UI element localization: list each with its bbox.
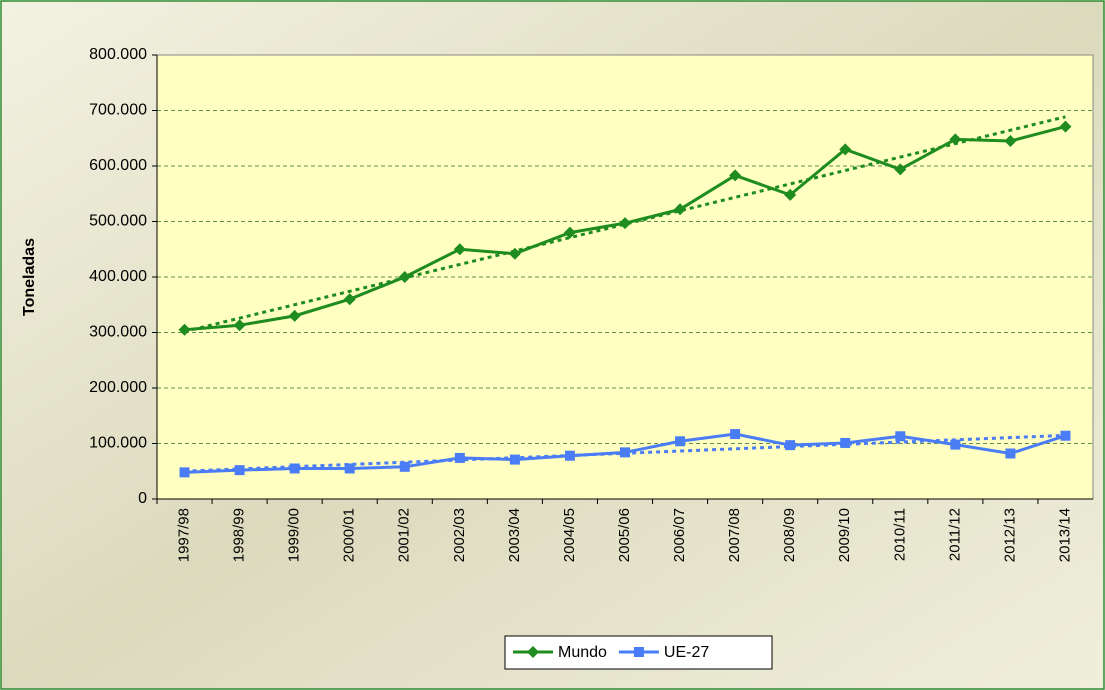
marker	[563, 226, 576, 239]
marker	[895, 431, 906, 442]
marker	[398, 271, 411, 283]
marker	[619, 217, 631, 230]
legend: Mundo UE-27	[504, 635, 773, 670]
marker	[344, 463, 355, 474]
y-tick-label: 700.000	[89, 102, 147, 119]
marker	[179, 467, 190, 478]
x-tick-label: 1997/98	[175, 508, 192, 562]
x-tick-label: 2009/10	[836, 508, 853, 562]
x-tick-label: 1998/99	[231, 508, 248, 562]
marker	[508, 247, 521, 260]
marker	[839, 143, 852, 156]
y-tick-label: 200.000	[89, 379, 147, 396]
marker	[564, 450, 575, 461]
y-tick-label: 0	[138, 490, 147, 507]
marker	[233, 319, 246, 332]
x-tick-label: 2011/12	[946, 508, 963, 561]
marker	[785, 440, 796, 451]
marker	[288, 309, 301, 322]
x-tick-label: 2004/05	[561, 508, 578, 562]
marker	[730, 429, 741, 440]
x-tick-label: 2008/09	[781, 508, 798, 562]
marker	[840, 437, 851, 448]
marker	[399, 461, 410, 472]
y-tick-label: 800.000	[89, 46, 147, 63]
marker	[1004, 135, 1017, 148]
x-tick-label: 2005/06	[616, 508, 633, 562]
marker	[950, 439, 961, 450]
marker	[675, 436, 686, 447]
marker	[729, 169, 742, 182]
x-tick-label: 2003/04	[506, 508, 523, 562]
marker	[234, 465, 245, 476]
y-tick-label: 300.000	[89, 324, 147, 341]
x-tick-label: 2013/14	[1056, 508, 1073, 562]
x-tick-label: 2000/01	[341, 508, 358, 562]
x-tick-label: 2006/07	[671, 508, 688, 562]
marker	[620, 447, 630, 458]
x-tick-label: 2010/11	[891, 508, 908, 561]
y-tick-label: 100.000	[89, 435, 147, 452]
marker	[1060, 430, 1071, 441]
marker	[949, 133, 962, 146]
marker	[633, 647, 644, 657]
x-tick-label: 1999/00	[286, 508, 303, 562]
marker	[178, 323, 191, 336]
marker	[1059, 120, 1072, 133]
marker	[343, 293, 356, 306]
marker	[894, 163, 907, 176]
x-tick-label: 2007/08	[726, 508, 743, 562]
marker	[674, 203, 687, 216]
marker	[453, 243, 466, 256]
y-tick-label: 400.000	[89, 268, 147, 285]
legend-label: UE-27	[664, 644, 709, 661]
y-tick-label: 600.000	[89, 157, 147, 174]
legend-label: Mundo	[558, 644, 607, 661]
x-tick-label: 2002/03	[451, 508, 468, 562]
marker	[289, 463, 300, 474]
marker	[784, 188, 797, 201]
y-tick-label: 500.000	[89, 213, 147, 230]
x-tick-label: 2012/13	[1001, 508, 1018, 562]
marker	[509, 454, 520, 465]
marker	[1005, 448, 1016, 459]
marker	[527, 646, 539, 658]
y-axis-label: Toneladas	[21, 238, 38, 316]
marker	[454, 452, 465, 463]
trend-line	[184, 115, 1066, 334]
x-tick-label: 2001/02	[396, 508, 413, 562]
